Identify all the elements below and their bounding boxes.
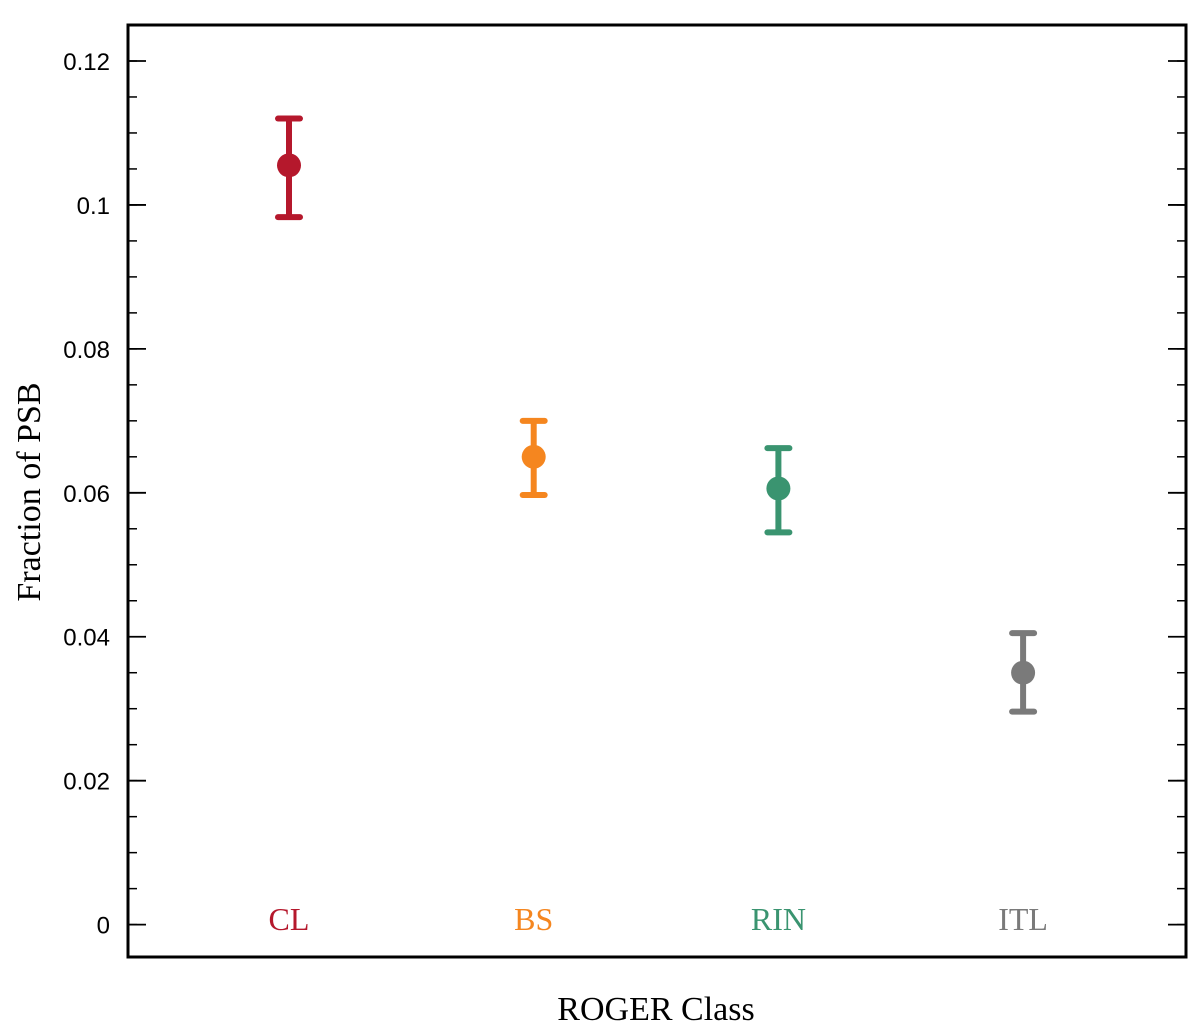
category-label-itl: ITL [998, 901, 1048, 937]
marker [766, 476, 791, 501]
y-tick-label: 0.02 [63, 769, 110, 796]
marker [277, 153, 301, 178]
category-label-bs: BS [514, 901, 553, 937]
plot-frame [126, 23, 1188, 959]
y-tick-label: 0.06 [63, 481, 110, 508]
y-tick-label: 0.04 [63, 625, 110, 652]
data-point-rin [764, 445, 793, 536]
y-axis-ticks [128, 24, 1186, 926]
data-point-itl [1009, 630, 1038, 715]
y-tick-label: 0.1 [77, 193, 110, 220]
data-point-bs [519, 417, 548, 498]
y-tick-label: 0 [97, 913, 110, 940]
y-tick-label: 0.12 [63, 49, 110, 76]
data-point-cl [275, 115, 303, 221]
x-axis-title: ROGER Class [557, 991, 754, 1028]
category-label-rin: RIN [751, 901, 806, 937]
y-axis-title: Fraction of PSB [11, 382, 48, 601]
marker [1011, 660, 1036, 685]
marker [521, 444, 546, 469]
category-label-cl: CL [269, 901, 310, 937]
category-labels: CL BS RIN ITL [269, 901, 1048, 937]
y-tick-label: 0.08 [63, 337, 110, 364]
y-axis-tick-labels: 0 0.02 0.04 0.06 0.08 0.1 0.12 [63, 49, 110, 940]
data-points [275, 115, 1038, 715]
